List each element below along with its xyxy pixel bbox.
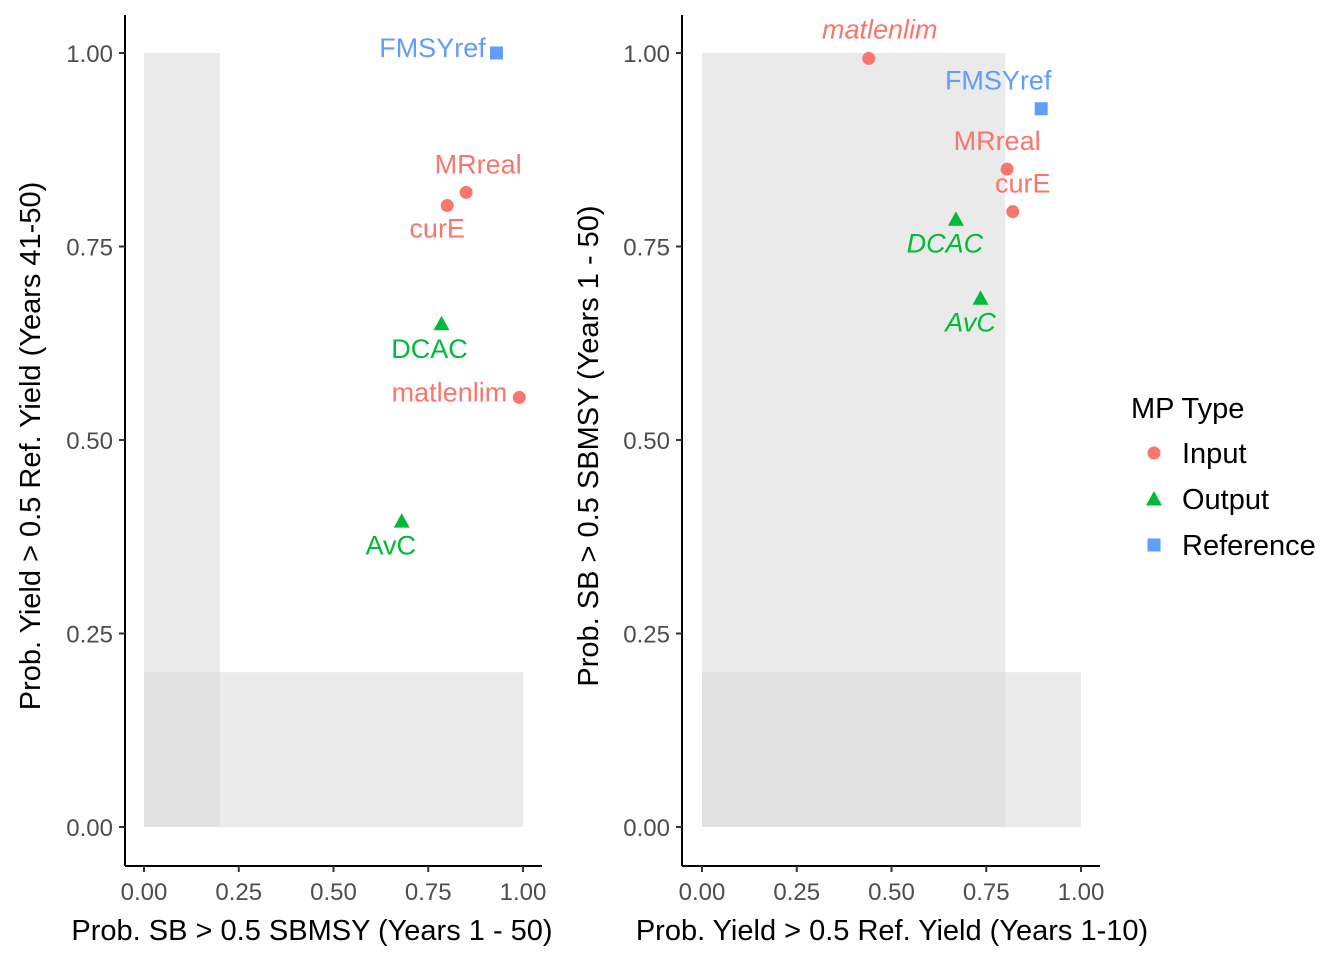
right-x-tick-label: 0.00 xyxy=(679,879,726,906)
right-point-matlenlim xyxy=(862,51,876,65)
left-point-matlenlim xyxy=(512,390,526,404)
right-y-tick-label: 0.50 xyxy=(623,428,670,455)
legend-label-reference: Reference xyxy=(1182,530,1316,562)
left-panel: 0.00 0.25 0.50 0.75 1.00 0.00 0.25 0.50 0.75 1.00… xyxy=(15,15,553,947)
left-x-tick-label: 0.25 xyxy=(215,879,262,906)
legend-key-input xyxy=(1147,446,1161,460)
right-x-tick-label: 0.75 xyxy=(963,879,1010,906)
right-shaded-region-2 xyxy=(702,672,1081,827)
left-point-label-matlenlim: matlenlim xyxy=(392,377,508,407)
left-y-axis-title: Prob. Yield > 0.5 Ref. Yield (Years 41-5… xyxy=(15,182,47,711)
right-y-axis-title: Prob. SB > 0.5 SBMSY (Years 1 - 50) xyxy=(573,205,605,686)
left-point-label-cure: curE xyxy=(409,213,465,243)
left-y-tick-label: 0.50 xyxy=(66,428,113,455)
left-shaded-region-2 xyxy=(144,672,523,827)
left-y-tick-label: 0.75 xyxy=(66,235,113,262)
legend-label-output: Output xyxy=(1182,484,1269,516)
left-x-axis-title: Prob. SB > 0.5 SBMSY (Years 1 - 50) xyxy=(71,915,552,947)
left-x-tick-label: 0.75 xyxy=(405,879,452,906)
right-point-cure xyxy=(1006,205,1020,219)
legend: MP Type Input Output Reference xyxy=(1131,393,1316,562)
left-point-mrreal xyxy=(459,185,473,199)
right-point-fmsyref xyxy=(1034,102,1048,116)
left-y-tick-label: 0.25 xyxy=(66,622,113,649)
left-point-label-avc: AvC xyxy=(365,530,416,560)
right-x-tick-label: 1.00 xyxy=(1058,879,1105,906)
right-y-tick-label: 0.75 xyxy=(623,235,670,262)
left-x-tick-label: 0.00 xyxy=(121,879,168,906)
left-point-label-mrreal: MRreal xyxy=(435,149,522,179)
left-point-fmsyref xyxy=(489,46,503,60)
right-y-tick-label: 1.00 xyxy=(623,41,670,68)
left-point-avc xyxy=(393,513,410,528)
left-point-cure xyxy=(440,198,454,212)
right-x-axis-title: Prob. Yield > 0.5 Ref. Yield (Years 1-10… xyxy=(636,915,1148,947)
legend-title: MP Type xyxy=(1131,393,1244,425)
right-point-mrreal xyxy=(1000,162,1014,176)
right-y-tick-label: 0.00 xyxy=(623,815,670,842)
right-x-tick-label: 0.25 xyxy=(773,879,820,906)
right-point-label-fmsyref: FMSYref xyxy=(945,66,1052,96)
left-x-tick-label: 0.50 xyxy=(310,879,357,906)
left-point-dcac xyxy=(433,315,450,331)
left-point-label-fmsyref: FMSYref xyxy=(379,33,486,63)
left-x-tick-label: 1.00 xyxy=(500,879,547,906)
left-point-label-dcac: DCAC xyxy=(391,334,468,364)
legend-label-input: Input xyxy=(1182,438,1247,470)
right-point-label-cure: curE xyxy=(995,169,1051,199)
right-point-label-matlenlim: matlenlim xyxy=(822,14,938,44)
right-point-label-avc: AvC xyxy=(943,307,996,337)
right-point-dcac xyxy=(947,211,964,226)
right-x-tick-label: 0.50 xyxy=(868,879,915,906)
right-point-avc xyxy=(972,290,989,305)
right-panel: 0.00 0.25 0.50 0.75 1.00 0.00 0.25 0.50 0.75 1.00… xyxy=(573,14,1148,947)
legend-key-output xyxy=(1146,491,1162,506)
left-y-tick-label: 1.00 xyxy=(66,41,113,68)
right-y-tick-label: 0.25 xyxy=(623,622,670,649)
legend-key-reference xyxy=(1147,538,1161,552)
right-point-label-mrreal: MRreal xyxy=(954,126,1041,156)
right-point-label-dcac: DCAC xyxy=(907,228,984,258)
left-y-tick-label: 0.00 xyxy=(66,815,113,842)
